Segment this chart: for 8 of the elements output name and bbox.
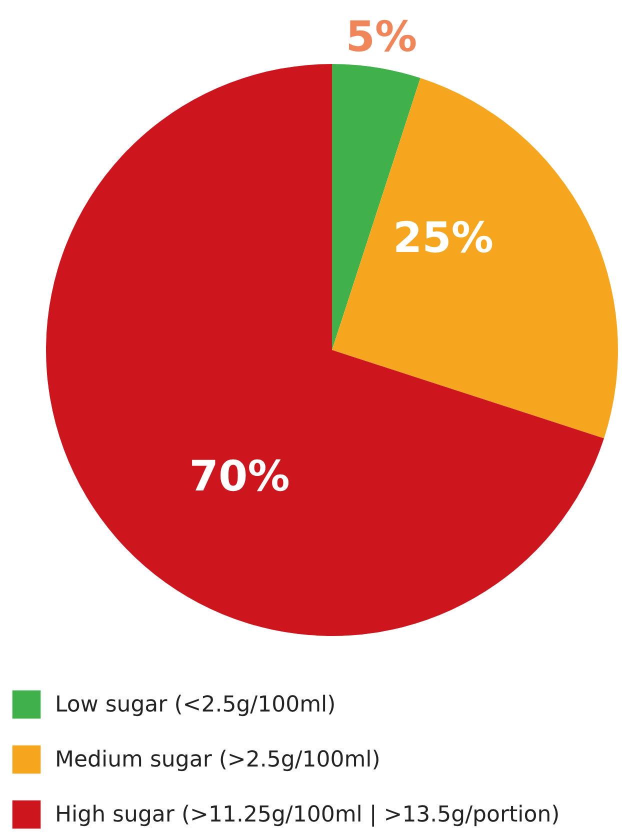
legend-label: Medium sugar (>2.5g/100ml) [55,748,380,772]
legend-label: High sugar (>11.25g/100ml | >13.5g/portion) [55,802,560,828]
pie-slice [332,78,618,438]
data-label: 5% [346,12,418,61]
legend-label: Low sugar (<2.5g/100ml) [55,692,336,718]
data-label: 25% [392,212,494,262]
pie-slice [46,64,604,636]
data-label: 70% [189,451,290,500]
